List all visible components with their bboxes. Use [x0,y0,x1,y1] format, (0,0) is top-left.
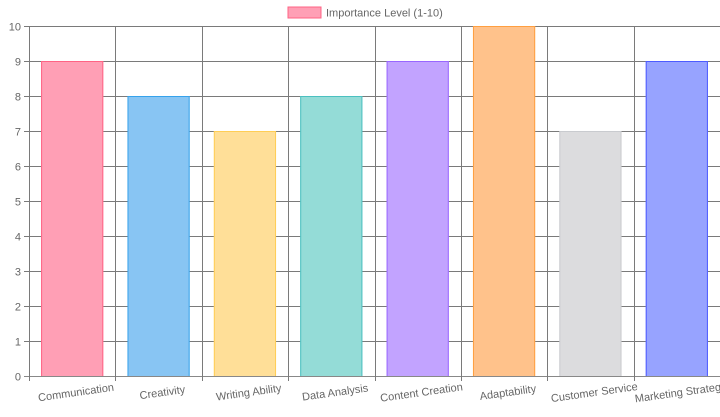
bar-adaptability[interactable] [472,26,536,376]
x-tick-label: Data Analysis [301,382,369,403]
y-tick-label: 2 [15,302,21,314]
bar-border [213,131,277,376]
legend-label[interactable]: Importance Level (1-10) [326,8,443,20]
x-tick-label: Marketing Strategy [634,381,720,406]
bar-border [300,96,363,376]
x-tick-label: Customer Service [550,381,638,405]
y-tick-label: 8 [15,92,21,104]
x-tick-label: Communication [37,382,114,405]
bar-border [127,96,190,376]
bar-content-creation[interactable] [386,61,449,376]
bar-communication[interactable] [41,61,104,376]
x-tick-label: Adaptability [479,383,537,403]
x-tick-label: Creativity [139,384,187,402]
bar-border [645,61,708,376]
y-tick-label: 4 [15,232,21,244]
x-tick-label: Content Creation [380,381,464,404]
legend[interactable]: Importance Level (1-10) [287,6,443,20]
y-tick-label: 3 [15,267,21,279]
y-tick-label: 5 [15,197,21,209]
bar-border [41,61,104,376]
bar-marketing-strategy[interactable] [645,61,708,376]
y-tick-label: 9 [15,57,21,69]
y-tick-label: 1 [15,337,21,349]
bar-creativity[interactable] [127,96,190,376]
bar-layer [41,26,708,376]
legend-swatch[interactable] [287,6,322,19]
bar-border [559,131,622,376]
bar-data-analysis[interactable] [300,96,363,376]
bar-border [386,61,449,376]
x-tick-label: Writing Ability [215,382,282,403]
y-tick-label: 7 [15,127,21,139]
bar-customer-service[interactable] [559,131,622,376]
y-tick-label: 6 [15,162,21,174]
y-tick-label: 0 [15,372,21,384]
bar-writing-ability[interactable] [213,131,277,376]
bar-border [472,26,536,376]
y-tick-label: 10 [9,22,21,34]
